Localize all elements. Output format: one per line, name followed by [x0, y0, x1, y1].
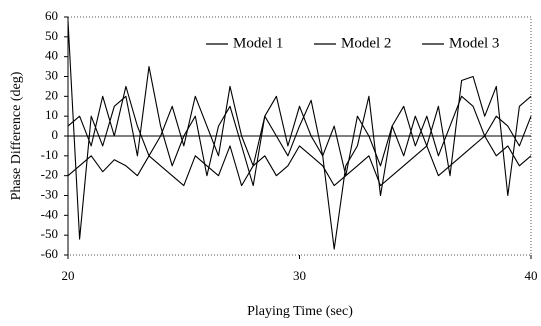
legend-label: Model 3	[449, 35, 499, 51]
y-tick-label: -40	[41, 206, 58, 221]
legend-label: Model 2	[341, 35, 391, 51]
series-line	[67, 85, 532, 177]
series-line	[67, 20, 532, 250]
y-tick-label: 20	[45, 87, 58, 102]
x-tick-label: 20	[62, 268, 75, 283]
y-tick-label: -10	[41, 147, 58, 162]
series-line	[67, 135, 532, 187]
x-axis-label: Playing Time (sec)	[247, 304, 353, 319]
y-tick-label: 10	[45, 107, 58, 122]
x-tick-label: 40	[525, 268, 538, 283]
y-tick-label: 40	[45, 48, 58, 63]
x-tick-label: 30	[293, 268, 306, 283]
y-tick-label: -50	[41, 226, 58, 241]
y-tick-label: -30	[41, 186, 58, 201]
y-tick-label: 30	[45, 67, 58, 82]
y-tick-label: -60	[41, 246, 58, 261]
y-tick-label: 50	[45, 28, 58, 43]
legend-label: Model 1	[233, 35, 283, 51]
y-tick-label: 0	[52, 127, 59, 142]
y-axis-label: Phase Difference (deg)	[9, 71, 24, 200]
y-tick-label: 60	[45, 8, 58, 23]
y-tick-label: -20	[41, 167, 58, 182]
